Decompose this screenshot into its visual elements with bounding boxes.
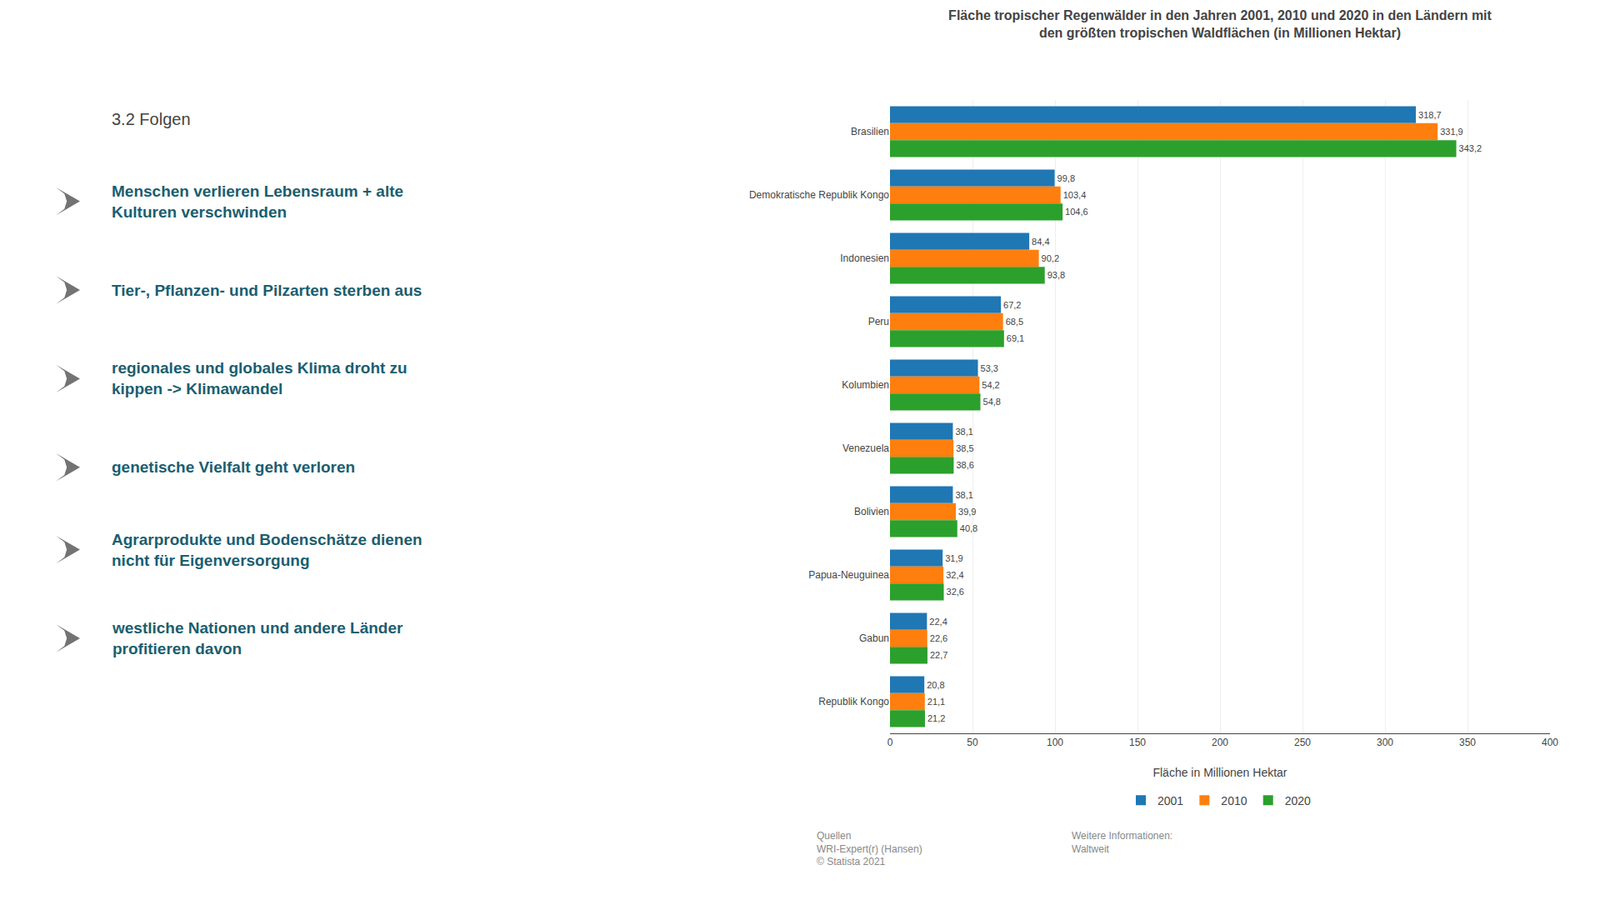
svg-text:67,2: 67,2 <box>1003 300 1021 310</box>
svg-text:genetische Vielfalt geht verlo: genetische Vielfalt geht verloren <box>111 458 355 476</box>
svg-text:31,9: 31,9 <box>945 553 963 564</box>
svg-text:21,2: 21,2 <box>927 713 945 724</box>
svg-text:Fläche tropischer Regenwälder: Fläche tropischer Regenwälder in den Jah… <box>948 8 1492 40</box>
svg-text:Weitere Informationen:Waltweit: Weitere Informationen:Waltweit <box>1071 830 1173 855</box>
svg-text:20,8: 20,8 <box>926 680 945 690</box>
svg-text:regionales und globales Klima: regionales und globales Klima droht zuki… <box>111 359 408 398</box>
svg-text:Bolivien: Bolivien <box>854 505 890 518</box>
svg-text:250: 250 <box>1294 736 1311 749</box>
svg-text:38,6: 38,6 <box>955 460 974 470</box>
svg-text:2020: 2020 <box>1285 794 1311 808</box>
svg-text:90,2: 90,2 <box>1041 253 1060 264</box>
svg-text:68,5: 68,5 <box>1005 316 1024 327</box>
svg-text:Venezuela: Venezuela <box>842 442 890 455</box>
svg-text:22,4: 22,4 <box>929 616 947 627</box>
svg-text:54,2: 54,2 <box>981 380 1000 390</box>
svg-text:40,8: 40,8 <box>960 523 978 534</box>
svg-text:westliche Nationen und andere: westliche Nationen und andere Länderprof… <box>111 619 404 658</box>
svg-text:Menschen verlieren Lebensraum: Menschen verlieren Lebensraum + alteKult… <box>111 182 404 221</box>
svg-text:50: 50 <box>966 736 979 749</box>
svg-text:Republik Kongo: Republik Kongo <box>818 695 890 708</box>
svg-text:Agrarprodukte und Bodenschätze: Agrarprodukte und Bodenschätze dienennic… <box>111 530 423 570</box>
svg-text:32,6: 32,6 <box>946 586 965 597</box>
svg-text:54,8: 54,8 <box>983 396 1001 407</box>
svg-text:350: 350 <box>1459 736 1476 749</box>
svg-text:93,8: 93,8 <box>1047 270 1065 280</box>
svg-text:2001: 2001 <box>1157 794 1184 808</box>
svg-text:Brasilien: Brasilien <box>850 125 890 138</box>
svg-text:32,4: 32,4 <box>945 570 964 580</box>
svg-text:QuellenWRI-Expert(r) (Hansen)©: QuellenWRI-Expert(r) (Hansen)© Statista … <box>816 830 923 868</box>
svg-text:Papua-Neuguinea: Papua-Neuguinea <box>808 569 890 581</box>
svg-text:53,3: 53,3 <box>980 363 999 374</box>
svg-text:Peru: Peru <box>868 315 890 328</box>
svg-text:400: 400 <box>1541 736 1559 749</box>
svg-text:Indonesien: Indonesien <box>840 252 890 265</box>
svg-text:38,5: 38,5 <box>955 443 974 454</box>
svg-text:69,1: 69,1 <box>1006 333 1025 344</box>
svg-text:104,6: 104,6 <box>1065 206 1089 217</box>
svg-text:150: 150 <box>1129 736 1146 749</box>
svg-text:Demokratische Republik Kongo: Demokratische Republik Kongo <box>749 189 890 201</box>
svg-text:3.2 Folgen: 3.2 Folgen <box>111 110 191 129</box>
svg-text:84,4: 84,4 <box>1031 236 1050 247</box>
svg-text:300: 300 <box>1376 736 1394 749</box>
svg-text:318,7: 318,7 <box>1418 110 1442 120</box>
svg-text:22,7: 22,7 <box>930 650 948 660</box>
svg-text:200: 200 <box>1211 736 1229 749</box>
svg-text:Tier-, Pflanzen- und Pilzarten: Tier-, Pflanzen- und Pilzarten sterben a… <box>111 281 422 300</box>
svg-text:2010: 2010 <box>1220 794 1247 808</box>
svg-text:331,9: 331,9 <box>1440 126 1464 137</box>
svg-text:39,9: 39,9 <box>958 506 976 517</box>
svg-text:Fläche in Millionen Hektar: Fläche in Millionen Hektar <box>1152 765 1287 780</box>
svg-text:343,2: 343,2 <box>1459 143 1483 154</box>
svg-text:Kolumbien: Kolumbien <box>841 379 890 391</box>
svg-text:103,4: 103,4 <box>1063 190 1087 200</box>
svg-text:Gabun: Gabun <box>859 632 890 645</box>
svg-text:22,6: 22,6 <box>930 633 948 644</box>
svg-text:0: 0 <box>887 736 894 749</box>
svg-text:100: 100 <box>1046 736 1064 749</box>
svg-text:21,1: 21,1 <box>927 696 945 707</box>
svg-text:99,8: 99,8 <box>1057 173 1075 184</box>
svg-text:38,1: 38,1 <box>955 490 973 500</box>
svg-text:38,1: 38,1 <box>955 426 973 437</box>
